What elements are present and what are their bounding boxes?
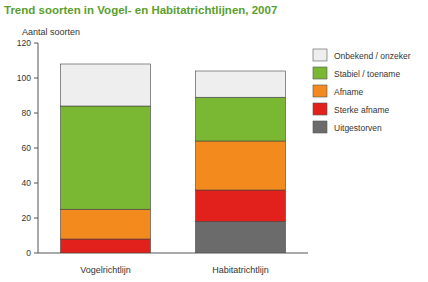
legend-swatch <box>313 49 327 61</box>
legend-swatch <box>313 67 327 79</box>
y-tick-label: 0 <box>26 248 31 258</box>
x-tick-label: Habitatrichtlijn <box>212 265 269 275</box>
bar-segment <box>61 209 151 239</box>
bar-segment <box>61 64 151 106</box>
y-tick <box>34 253 38 254</box>
title: Trend soorten in Vogel- en Habitatrichtl… <box>4 4 277 16</box>
bar-segment <box>196 71 286 97</box>
y-tick <box>34 43 38 44</box>
y-tick <box>34 148 38 149</box>
bar-segment <box>61 239 151 253</box>
legend-label: Afname <box>334 87 364 97</box>
chart: Trend soorten in Vogel- en Habitatrichtl… <box>0 0 428 282</box>
legend-swatch <box>313 85 327 97</box>
y-tick <box>34 113 38 114</box>
y-tick-label: 80 <box>22 108 32 118</box>
legend-label: Stabiel / toename <box>334 69 400 79</box>
bar-segment <box>196 190 286 222</box>
y-tick-label: 20 <box>22 213 32 223</box>
bars <box>61 64 286 253</box>
bar-segment <box>196 222 286 254</box>
y-tick <box>34 218 38 219</box>
legend-label: Sterke afname <box>334 105 390 115</box>
bar-segment <box>196 141 286 190</box>
y-tick-label: 60 <box>22 143 32 153</box>
y-tick-label: 40 <box>22 178 32 188</box>
bar-segment <box>196 97 286 141</box>
y-tick <box>34 78 38 79</box>
y-axis-label: Aantal soorten <box>22 27 80 37</box>
bar-segment <box>61 106 151 209</box>
legend-label: Uitgestorven <box>334 123 382 133</box>
y-tick <box>34 183 38 184</box>
y-tick-label: 100 <box>17 73 31 83</box>
legend-label: Onbekend / onzeker <box>334 51 411 61</box>
x-tick-label: Vogelrichtlijn <box>80 265 131 275</box>
legend-swatch <box>313 103 327 115</box>
y-tick-label: 120 <box>17 38 31 48</box>
legend-swatch <box>313 121 327 133</box>
